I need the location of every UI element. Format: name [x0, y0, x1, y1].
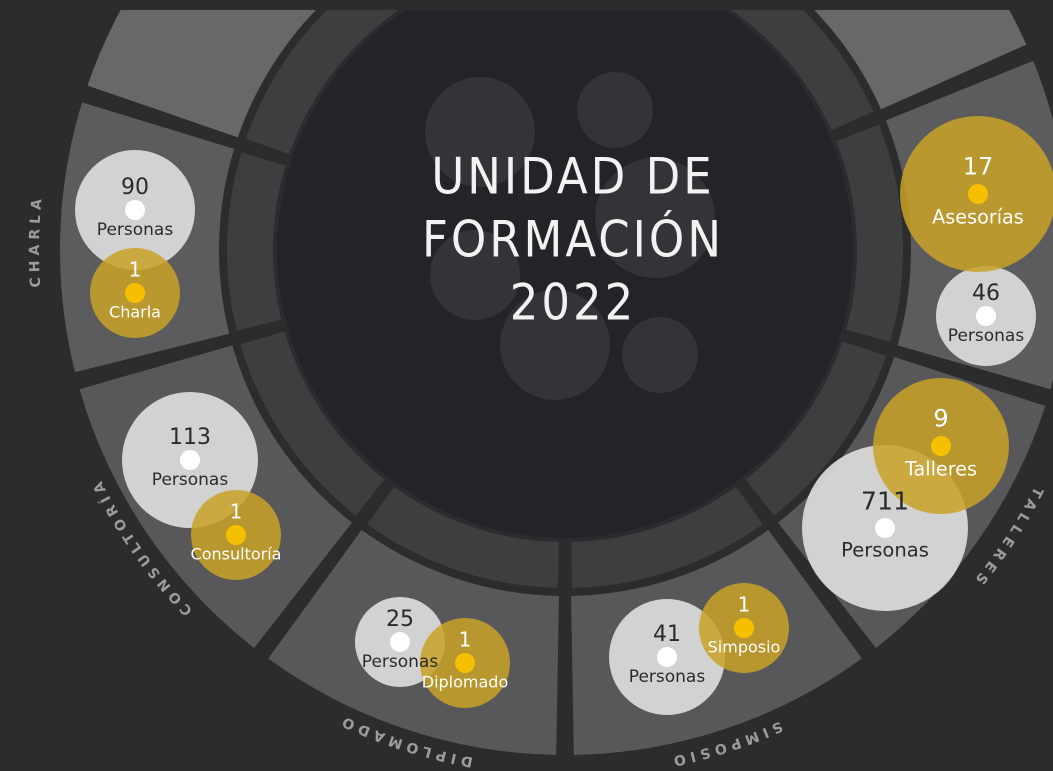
- activity-dot: [968, 184, 988, 204]
- personas-dot: [976, 306, 996, 326]
- activity-label: Asesorías: [932, 206, 1024, 229]
- inner-ring-segment: [245, 0, 414, 154]
- personas-label: Personas: [841, 539, 929, 562]
- personas-dot: [180, 450, 200, 470]
- personas-value: 25: [386, 607, 414, 632]
- activity-dot: [734, 618, 754, 638]
- inner-ring-segment: [745, 341, 887, 516]
- activity-value: 17: [963, 153, 994, 181]
- personas-value: 90: [121, 175, 149, 200]
- personas-value: 113: [169, 425, 211, 450]
- center-disc: [277, 0, 853, 538]
- personas-value: 46: [972, 281, 1000, 306]
- activity-value: 9: [933, 405, 948, 433]
- inner-ring-segment: [227, 152, 286, 331]
- inner-ring-segment: [571, 486, 763, 588]
- personas-label: Personas: [152, 470, 229, 490]
- inner-ring-segment: [716, 0, 874, 131]
- ring-segment: [804, 0, 1027, 110]
- personas-label: Personas: [629, 667, 706, 687]
- personas-value: 711: [861, 487, 909, 516]
- activity-value: 1: [230, 500, 243, 524]
- activity-dot: [931, 436, 951, 456]
- title-line: UNIDAD DE: [431, 148, 714, 206]
- activity-value: 1: [738, 593, 751, 617]
- inner-ring-segment: [240, 331, 385, 516]
- bubbles: 90Personas1Charla113Personas1Consultoría…: [75, 116, 1053, 715]
- title: UNIDAD DE FORMACIÓN 2022: [422, 148, 724, 332]
- activity-value: 1: [459, 628, 472, 652]
- personas-dot: [390, 632, 410, 652]
- title-line: 2022: [510, 274, 636, 332]
- activity-value: 1: [129, 258, 142, 282]
- decor: [425, 72, 715, 400]
- personas-value: 41: [653, 622, 681, 647]
- segment-label-text: CHARLA: [27, 193, 41, 287]
- personas-label: Personas: [948, 326, 1025, 346]
- activity-label: Diplomado: [422, 673, 509, 692]
- personas-dot: [875, 518, 895, 538]
- personas-dot: [125, 200, 145, 220]
- title-line: FORMACIÓN: [422, 210, 724, 269]
- segment-label: CHARLA: [27, 193, 46, 287]
- activity-dot: [226, 525, 246, 545]
- inner-ring-segment: [367, 486, 559, 588]
- activity-label: Charla: [109, 303, 161, 322]
- inner-ring-segment: [836, 124, 904, 343]
- ring-segment: [87, 0, 326, 138]
- activity-label: Talleres: [904, 458, 977, 481]
- top-band: [0, 0, 1053, 10]
- activity-dot: [125, 283, 145, 303]
- personas-dot: [657, 647, 677, 667]
- activity-label: Consultoría: [191, 545, 282, 564]
- personas-label: Personas: [97, 220, 174, 240]
- personas-label: Personas: [362, 652, 439, 672]
- activity-dot: [455, 653, 475, 673]
- activity-label: Simposio: [708, 638, 781, 657]
